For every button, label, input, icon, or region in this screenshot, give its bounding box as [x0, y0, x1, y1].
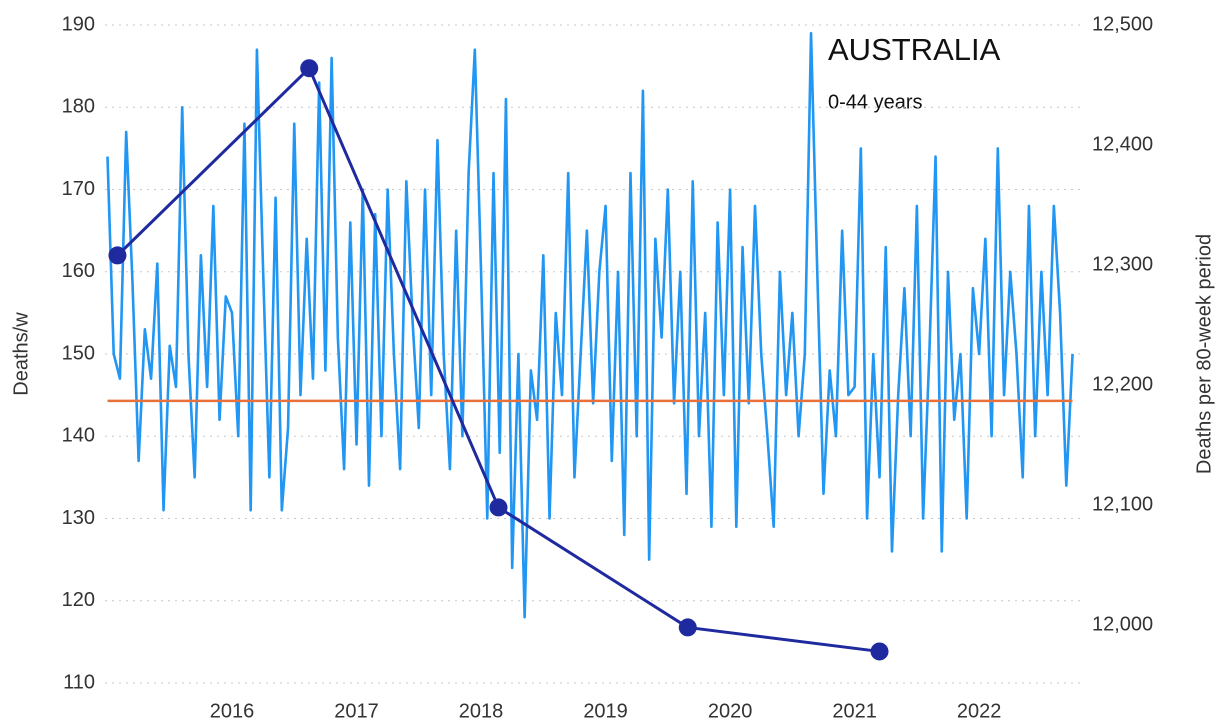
x-tick-label: 2020: [708, 700, 753, 722]
series-point: [108, 246, 127, 265]
x-tick-label: 2016: [210, 700, 255, 722]
y2-tick-label: 12,000: [1092, 613, 1153, 635]
y2-tick-label: 12,200: [1092, 373, 1153, 395]
y-tick-label: 140: [62, 425, 95, 447]
y-tick-label: 110: [63, 671, 95, 693]
x-tick-label: 2022: [957, 700, 1002, 722]
y2-tick-label: 12,500: [1092, 13, 1153, 35]
y-tick-label: 150: [62, 342, 95, 364]
y2-axis-label: Deaths per 80-week period: [1193, 234, 1215, 474]
series-point: [870, 642, 889, 661]
series-line: [106, 31, 1074, 619]
y2-tick-label: 12,300: [1092, 253, 1153, 275]
x-tick-label: 2017: [334, 700, 379, 722]
y-tick-label: 180: [62, 96, 95, 118]
x-tick-label: 2019: [583, 700, 628, 722]
y2-tick-label: 12,100: [1092, 493, 1153, 515]
series-point: [300, 59, 319, 78]
y-tick-label: 170: [62, 178, 95, 200]
y2-tick-label: 12,400: [1092, 133, 1153, 155]
chart-subtitle: 0-44 years: [828, 91, 923, 113]
y-axis-label: Deaths/w: [10, 312, 32, 396]
series-point: [678, 618, 697, 637]
series-point: [489, 498, 508, 517]
y-tick-label: 190: [62, 13, 95, 35]
x-tick-label: 2021: [832, 700, 877, 722]
chart-title: AUSTRALIA: [828, 32, 1001, 67]
x-tick-label: 2018: [459, 700, 504, 722]
y-tick-label: 120: [62, 589, 95, 611]
y-tick-label: 130: [62, 507, 95, 529]
y-tick-label: 160: [62, 260, 95, 282]
